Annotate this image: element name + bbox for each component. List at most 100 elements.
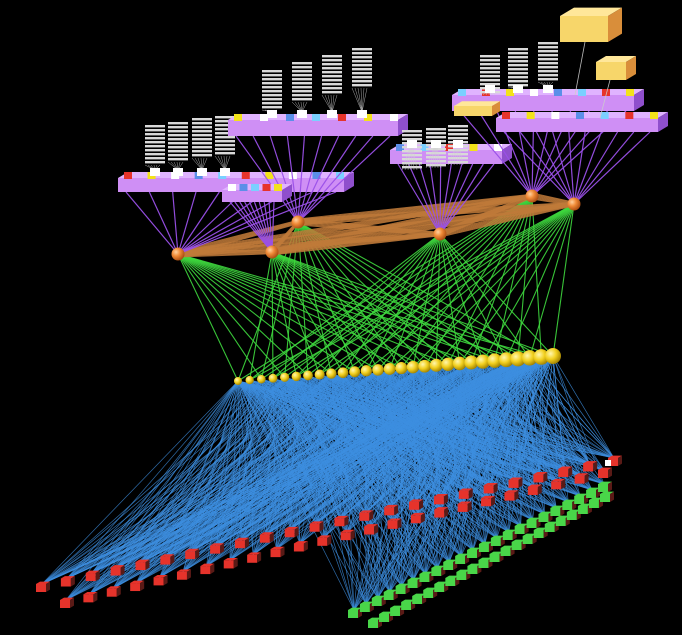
rack-link <box>439 163 474 235</box>
leaf-red-back-node <box>551 478 566 490</box>
hub-node <box>291 215 305 229</box>
leaf-red-back-node <box>247 552 262 563</box>
rack-link <box>429 163 441 235</box>
stack-port <box>453 140 463 148</box>
rack-link <box>535 131 575 205</box>
leaf-red-back-node <box>574 473 589 484</box>
rack-port <box>600 112 609 119</box>
leaf-green-node <box>455 553 470 564</box>
leaf-green-node <box>514 523 529 534</box>
storage-box-small <box>596 56 636 80</box>
leaf-green-back-node <box>555 515 570 526</box>
rack-port <box>251 184 259 191</box>
server-stack <box>214 116 235 176</box>
hub-links <box>177 192 575 258</box>
server-stack <box>191 118 212 176</box>
leaf-red-back-node <box>410 512 425 524</box>
rack-port <box>312 172 321 179</box>
mid-node <box>326 368 337 379</box>
rack-port <box>234 114 242 121</box>
mid-node <box>521 350 538 366</box>
rack-port <box>364 114 372 121</box>
storage-box <box>560 7 622 43</box>
leaf-red-node <box>508 477 523 488</box>
leaf-green-back-node <box>588 497 603 508</box>
rack-link <box>439 163 495 235</box>
rack-port <box>576 112 584 119</box>
mid-node <box>280 372 290 382</box>
rack-port <box>469 144 478 151</box>
hub-node <box>567 197 581 211</box>
leaf-green-node <box>443 559 458 570</box>
rack-link <box>519 131 575 205</box>
leaf-green-node <box>407 577 422 588</box>
rack-port <box>396 144 404 151</box>
server-stack <box>507 48 528 93</box>
rack-link <box>439 163 442 235</box>
hub-node <box>265 245 279 259</box>
leaf-red-back-node <box>293 541 308 552</box>
leaf-red-back-node <box>200 563 215 575</box>
rack-link <box>263 201 273 253</box>
lower-links <box>41 355 615 611</box>
leaf-green-node <box>586 487 601 498</box>
rack-port <box>265 172 274 179</box>
mid-node <box>487 353 502 368</box>
mid-node <box>303 370 313 381</box>
rack-port <box>602 89 610 96</box>
leaf-red-node <box>483 482 498 494</box>
mid-node <box>545 348 561 364</box>
mid-node <box>337 367 349 378</box>
leaf-green-node <box>502 529 517 540</box>
leaf-red-back-node <box>481 495 496 507</box>
rack-link <box>258 201 273 253</box>
leaf-red-back-node <box>270 546 285 558</box>
rack-link <box>177 191 267 255</box>
leaf-green-node <box>490 535 505 546</box>
leaf-red-back-node <box>387 518 402 529</box>
mid-node <box>441 357 455 372</box>
rack-port <box>506 89 514 96</box>
rack-port <box>530 89 538 96</box>
rack-link <box>177 191 290 255</box>
leaf-red <box>36 455 622 592</box>
leaf-red-back-node <box>83 591 98 603</box>
mid-node <box>418 359 432 373</box>
mid-node <box>452 356 467 371</box>
rack-port <box>390 114 398 121</box>
leaf-red-back-node <box>434 507 449 518</box>
server-stack <box>291 62 312 118</box>
leaf-red-back-node <box>504 490 519 501</box>
rack-link <box>252 135 299 223</box>
rack-link <box>477 110 533 197</box>
rack-link <box>568 131 575 205</box>
leaf-red-node <box>409 499 424 510</box>
leaf-red-node <box>359 510 374 521</box>
rack-port <box>502 112 510 119</box>
server-stack <box>425 128 446 169</box>
rack-link <box>234 201 273 253</box>
rack-port <box>286 114 294 121</box>
stack-port <box>267 110 277 118</box>
stack-port <box>173 168 183 176</box>
leaf-green-node <box>526 517 541 528</box>
rack-layer <box>118 7 668 255</box>
stack-port <box>357 110 367 118</box>
rack-link <box>459 110 533 197</box>
leaf-green-node <box>538 511 553 522</box>
mid-nodes <box>234 348 561 385</box>
mid-node <box>234 377 242 385</box>
rack-link <box>253 201 273 253</box>
mid-node <box>291 371 302 382</box>
leaf-red-node <box>135 559 150 571</box>
server-stack <box>351 48 372 118</box>
rack-link <box>439 163 463 235</box>
rack-link <box>552 131 575 205</box>
mid-node <box>533 349 550 365</box>
leaf-red-node <box>234 537 249 549</box>
mid-node <box>510 351 526 367</box>
leaf-green-node <box>371 595 386 606</box>
rack <box>496 112 668 205</box>
rack-link <box>172 191 179 255</box>
